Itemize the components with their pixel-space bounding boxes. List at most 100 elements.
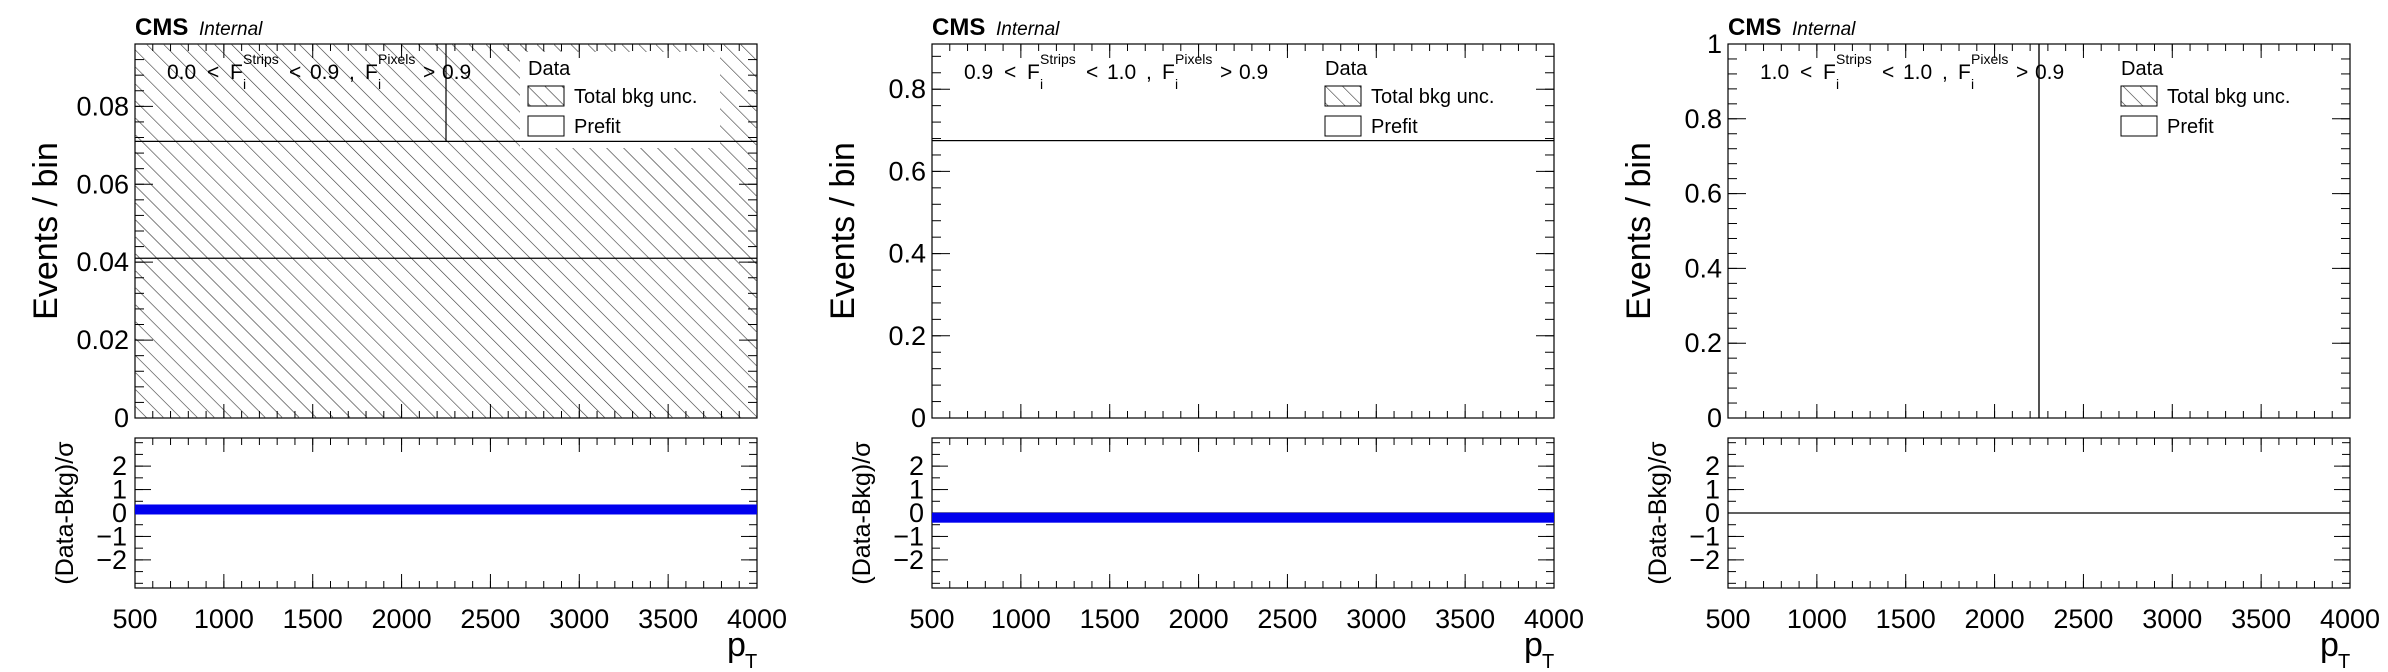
legend-prefit-swatch: [1324, 115, 1362, 137]
unc-band: [135, 44, 446, 418]
x-axis-title-sub: T: [2338, 651, 2350, 672]
region-hi: 0.9: [2035, 61, 2064, 84]
legend-prefit: Prefit: [1371, 116, 1418, 138]
legend-unc: Total bkg unc.: [574, 86, 697, 108]
x-tick-label: 2500: [1257, 604, 1317, 634]
region-strips: Strips: [1040, 51, 1076, 67]
x-tick-label: 2500: [460, 604, 520, 634]
region-lo: 0.9: [964, 61, 993, 84]
region-f2: F: [365, 61, 378, 84]
region-comma: ,: [1146, 61, 1152, 84]
ratio-pull-bar: [932, 512, 1554, 523]
x-tick-label: 2500: [2053, 604, 2113, 634]
region-i2: i: [378, 76, 381, 92]
x-axis-title: p: [2320, 626, 2339, 664]
y-tick-label: 0.04: [76, 247, 129, 277]
region-gt: >: [423, 61, 435, 84]
region-pixels: Pixels: [1175, 51, 1212, 67]
region-gt: >: [1220, 61, 1232, 84]
region-gt: >: [2016, 61, 2028, 84]
region-pixels: Pixels: [1971, 51, 2008, 67]
y-tick-label: 0: [1707, 403, 1722, 433]
main-frame: [931, 43, 1555, 419]
ratio-y-title: (Data-Bkg)/σ: [1644, 441, 1672, 585]
cms-label: CMS: [1728, 14, 1781, 41]
region-mid: 0.9: [310, 61, 339, 84]
ratio-y-tick-label: −2: [1689, 545, 1720, 575]
y-tick-label: 0.4: [1684, 253, 1722, 283]
x-tick-label: 1000: [194, 604, 254, 634]
y-tick-label: 0: [114, 403, 129, 433]
region-lt2: <: [1882, 61, 1894, 84]
y-tick-label: 0.4: [888, 239, 926, 269]
ratio-y-tick-label: 2: [1705, 451, 1720, 481]
y-tick-label: 0.6: [1684, 179, 1722, 209]
y-tick-label: 0.08: [76, 91, 129, 121]
ratio-y-tick-label: 1: [112, 475, 127, 505]
x-tick-label: 500: [112, 604, 157, 634]
region-i: i: [1836, 76, 1839, 92]
x-tick-label: 3000: [1346, 604, 1406, 634]
legend-prefit: Prefit: [2167, 116, 2214, 138]
ratio-y-title: (Data-Bkg)/σ: [51, 441, 79, 585]
x-axis-title: p: [1524, 626, 1543, 664]
x-tick-label: 3500: [2231, 604, 2291, 634]
legend-data: Data: [2121, 58, 2164, 80]
region-comma: ,: [349, 61, 355, 84]
legend-unc-swatch: [527, 85, 565, 107]
region-f2: F: [1958, 61, 1971, 84]
ratio-y-tick-label: −1: [96, 521, 127, 551]
x-tick-label: 1500: [1876, 604, 1936, 634]
y-tick-label: 1: [1707, 29, 1722, 59]
y-tick-label: 0: [911, 403, 926, 433]
region-i2: i: [1175, 76, 1178, 92]
region-pixels: Pixels: [378, 51, 415, 67]
region-lo: 1.0: [1760, 61, 1789, 84]
cms-label: CMS: [932, 14, 985, 41]
region-i2: i: [1971, 76, 1974, 92]
x-tick-label: 4000: [727, 604, 787, 634]
ratio-pull-bar: [135, 504, 757, 515]
x-tick-label: 4000: [1524, 604, 1584, 634]
x-axis-title: p: [727, 626, 746, 664]
y-tick-label: 0.2: [1684, 328, 1722, 358]
legend-unc: Total bkg unc.: [1371, 86, 1494, 108]
x-tick-label: 1500: [283, 604, 343, 634]
y-tick-label: 0.2: [888, 321, 926, 351]
region-hi: 0.9: [442, 61, 471, 84]
ratio-y-tick-label: 0: [112, 498, 127, 528]
cms-label: CMS: [135, 14, 188, 41]
y-tick-label: 0.8: [888, 74, 926, 104]
x-axis-title-sub: T: [1542, 651, 1554, 672]
legend-data: Data: [528, 58, 571, 80]
ratio-y-tick-label: 2: [909, 451, 924, 481]
ratio-y-tick-label: 1: [1705, 475, 1720, 505]
region-f: F: [1027, 61, 1040, 84]
region-lo: 0.0: [167, 61, 196, 84]
y-tick-label: 0.06: [76, 169, 129, 199]
region-i: i: [1040, 76, 1043, 92]
legend-unc: Total bkg unc.: [2167, 86, 2290, 108]
region-f: F: [230, 61, 243, 84]
ratio-y-tick-label: −2: [96, 545, 127, 575]
x-tick-label: 500: [909, 604, 954, 634]
region-hi: 0.9: [1239, 61, 1268, 84]
x-tick-label: 1500: [1080, 604, 1140, 634]
x-tick-label: 4000: [2320, 604, 2380, 634]
y-tick-label: 0.02: [76, 325, 129, 355]
x-tick-label: 2000: [372, 604, 432, 634]
ratio-y-tick-label: −1: [893, 521, 924, 551]
x-tick-label: 1000: [1787, 604, 1847, 634]
y-tick-label: 0.8: [1684, 104, 1722, 134]
y-axis-title: Events / bin: [27, 142, 65, 320]
internal-label: Internal: [996, 19, 1060, 40]
region-mid: 1.0: [1903, 61, 1932, 84]
x-tick-label: 3500: [638, 604, 698, 634]
region-lt2: <: [289, 61, 301, 84]
